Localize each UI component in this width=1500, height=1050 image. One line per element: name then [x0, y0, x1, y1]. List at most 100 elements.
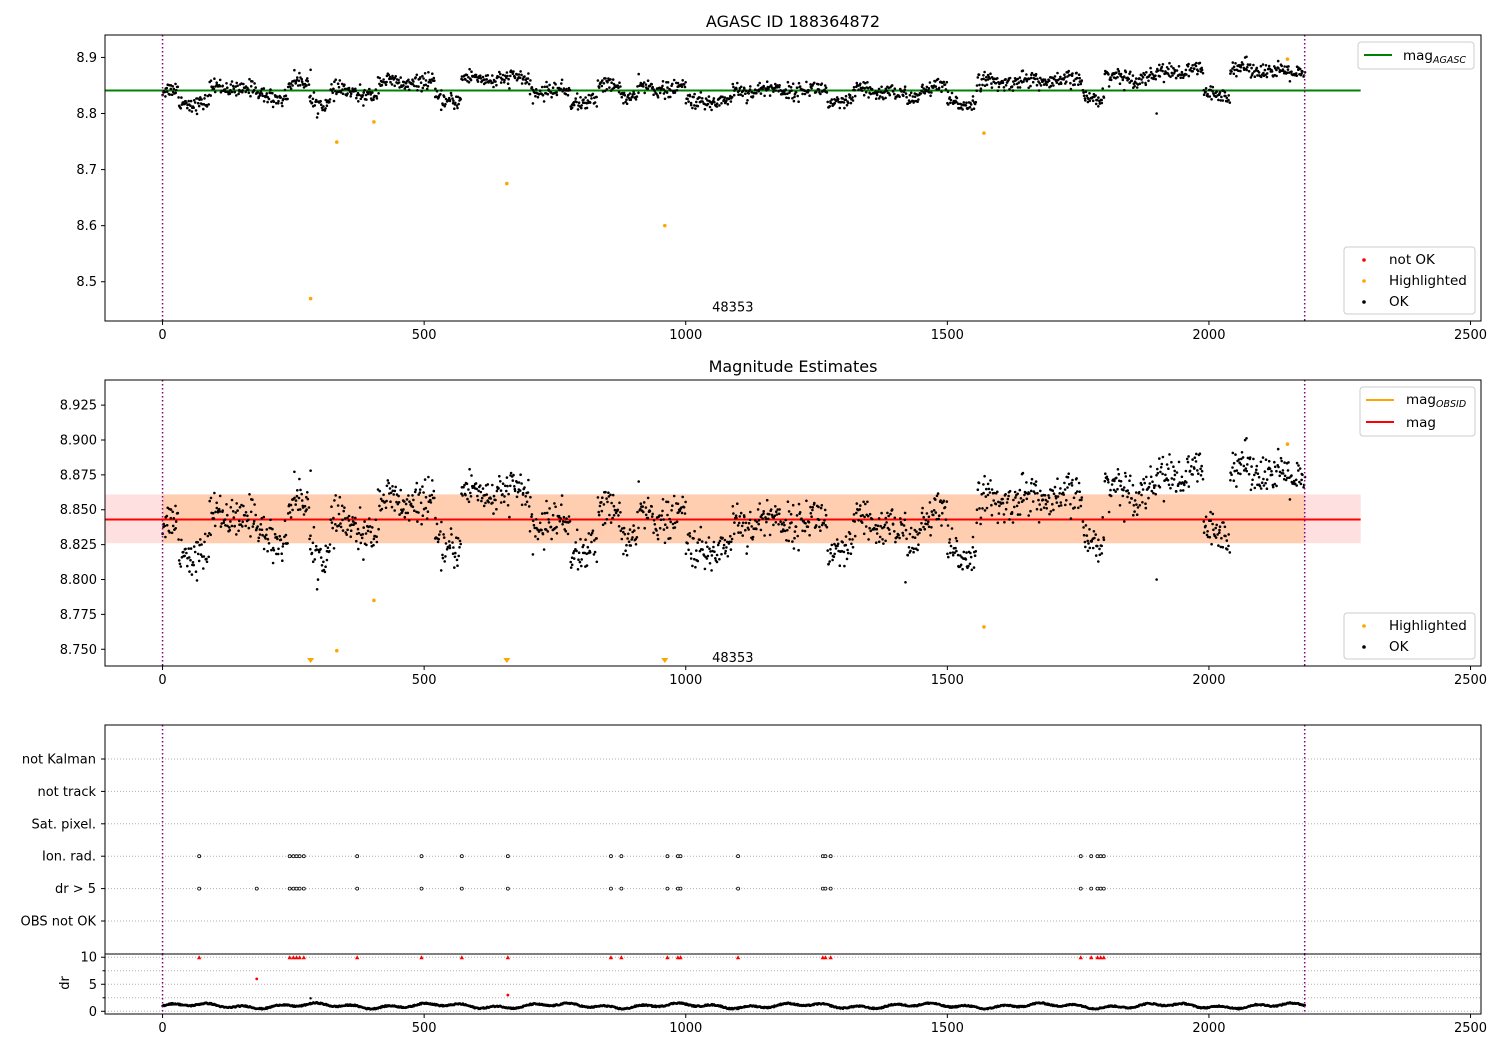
ok-point — [656, 537, 660, 541]
ok-point — [508, 87, 511, 90]
ok-point — [976, 488, 980, 492]
ok-point — [1029, 76, 1033, 80]
ok-point — [302, 513, 306, 516]
ok-point — [852, 86, 856, 89]
ok-point — [1058, 77, 1061, 81]
ok-point — [618, 501, 621, 505]
ok-point — [655, 529, 658, 532]
ok-point — [1008, 88, 1011, 91]
ok-point — [983, 474, 986, 478]
ok-point — [808, 533, 811, 537]
ok-point — [954, 536, 958, 540]
ok-point — [1168, 453, 1171, 456]
ok-point — [1194, 460, 1198, 463]
ok-point — [575, 100, 578, 104]
ok-point — [202, 555, 206, 558]
ok-point — [540, 85, 544, 89]
flag-point — [301, 854, 306, 859]
ok-point — [1288, 80, 1292, 83]
ok-point — [1205, 533, 1209, 537]
ok-point — [190, 573, 194, 576]
ok-point — [1202, 520, 1206, 523]
ok-point — [231, 84, 235, 88]
ok-point — [964, 104, 968, 107]
ok-point — [1030, 477, 1034, 481]
ok-point — [1053, 75, 1057, 78]
ok-point — [425, 517, 429, 520]
ok-point — [720, 102, 723, 105]
ok-point — [1145, 71, 1148, 74]
ok-point — [450, 94, 453, 97]
ok-point — [1143, 73, 1146, 77]
ok-point — [1024, 491, 1028, 495]
ok-point — [635, 95, 639, 98]
ok-point — [846, 551, 850, 555]
ok-point — [1058, 492, 1061, 495]
y-tick-label: 8.875 — [60, 468, 97, 483]
ok-point — [1286, 476, 1289, 480]
ok-point — [226, 524, 229, 528]
ok-point — [583, 551, 586, 555]
ok-point — [241, 520, 244, 524]
ok-point — [1066, 475, 1070, 479]
ok-point — [1162, 80, 1166, 84]
ok-point — [689, 557, 693, 560]
ok-point — [1226, 548, 1229, 551]
ok-point — [320, 564, 324, 567]
ok-point — [1088, 546, 1092, 550]
ok-point — [300, 492, 304, 496]
ok-point — [772, 90, 775, 93]
ok-point — [1209, 510, 1212, 514]
ok-point — [940, 90, 943, 94]
ok-point — [1160, 65, 1164, 69]
ok-point — [333, 499, 336, 502]
ok-point — [1006, 497, 1010, 501]
ok-point — [1191, 70, 1194, 73]
ok-point — [339, 522, 342, 525]
ok-point — [527, 505, 531, 508]
ok-point — [305, 508, 308, 511]
ok-point — [904, 528, 908, 532]
ok-point — [748, 518, 752, 522]
ok-point — [310, 101, 314, 105]
ok-point — [356, 527, 360, 531]
ok-point — [1123, 520, 1126, 523]
ok-point — [762, 510, 765, 513]
ok-point — [975, 84, 979, 87]
ok-point — [1198, 61, 1202, 65]
ok-point — [600, 509, 604, 513]
ok-point — [319, 556, 323, 559]
ok-point — [484, 81, 487, 84]
ok-point — [720, 552, 723, 556]
ok-point — [1235, 485, 1238, 488]
flag-point — [1101, 886, 1106, 891]
ok-point — [457, 554, 461, 558]
ok-point — [169, 508, 173, 511]
ok-point — [1016, 86, 1020, 89]
ok-point — [962, 550, 966, 554]
ok-point — [1195, 61, 1198, 65]
ok-point — [1240, 61, 1244, 64]
ok-point — [555, 93, 559, 97]
ok-point — [259, 90, 263, 93]
ok-point — [618, 81, 621, 84]
ok-point — [726, 102, 730, 106]
ok-point — [347, 514, 351, 518]
ok-point — [456, 95, 460, 99]
ok-point — [772, 516, 775, 520]
ok-point — [1048, 512, 1051, 516]
ok-point — [955, 100, 958, 104]
ok-point — [375, 97, 379, 100]
ok-point — [172, 87, 176, 91]
legend-label-highlighted: Highlighted — [1389, 273, 1467, 289]
ok-point — [823, 519, 826, 522]
ok-point — [459, 542, 463, 546]
ok-point — [349, 529, 353, 532]
ok-point — [257, 536, 261, 540]
ok-point — [251, 80, 254, 83]
ok-point — [183, 554, 186, 558]
ok-point — [193, 550, 197, 554]
ok-point — [628, 92, 632, 95]
ok-point — [170, 93, 174, 96]
